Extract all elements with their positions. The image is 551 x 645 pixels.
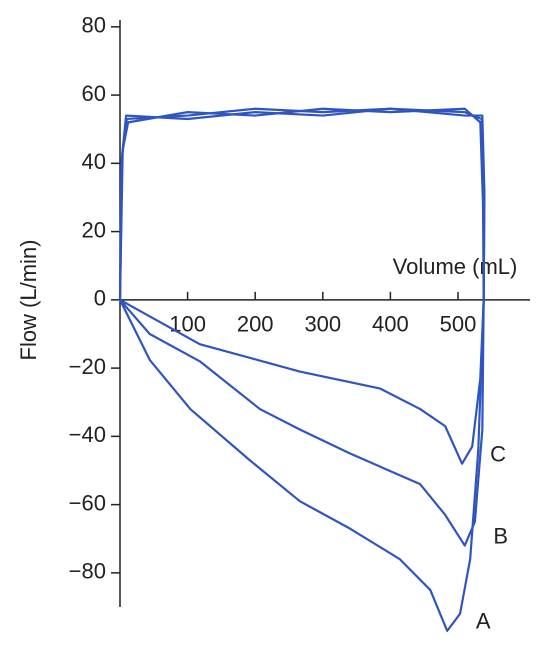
y-tick-label: 80: [82, 13, 106, 38]
x-axis-label: Volume (mL): [393, 254, 518, 279]
flow-volume-loop: [118, 107, 485, 547]
series-label: B: [493, 523, 508, 548]
x-tick-label: 300: [304, 312, 341, 337]
y-tick-label: −60: [69, 490, 106, 515]
flow-volume-loop: [118, 107, 486, 465]
y-tick-label: 40: [82, 149, 106, 174]
y-tick-label: 60: [82, 81, 106, 106]
y-tick-label: 20: [82, 217, 106, 242]
series-label: A: [476, 609, 491, 634]
x-tick-label: 200: [237, 312, 274, 337]
y-axis-label: Flow (L/min): [16, 239, 41, 360]
y-tick-label: −40: [69, 422, 106, 447]
x-tick-label: 100: [169, 312, 206, 337]
y-tick-label: 0: [94, 286, 106, 311]
y-tick-label: −20: [69, 354, 106, 379]
flow-volume-loop: [118, 107, 486, 632]
series-label: C: [490, 441, 506, 466]
y-tick-label: −80: [69, 559, 106, 584]
x-tick-label: 400: [372, 312, 409, 337]
x-tick-label: 500: [440, 312, 477, 337]
